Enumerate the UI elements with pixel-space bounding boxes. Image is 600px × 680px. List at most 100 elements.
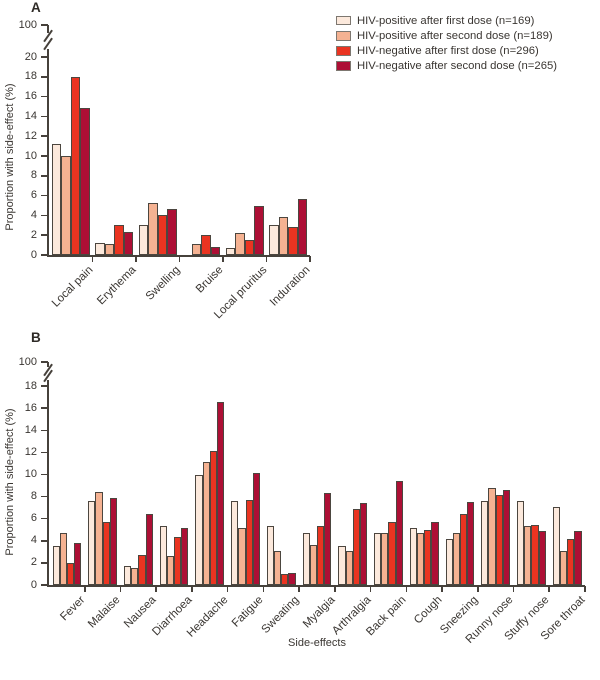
bar xyxy=(495,495,503,585)
bar xyxy=(123,566,132,585)
bar xyxy=(359,503,368,585)
bar xyxy=(235,233,245,255)
y-tick xyxy=(41,429,48,432)
y-tick-label: 0 xyxy=(30,578,37,591)
bar xyxy=(157,215,168,255)
bar xyxy=(181,527,189,585)
y-tick xyxy=(41,517,48,520)
y-tick xyxy=(41,24,48,26)
y-tick-label: 18 xyxy=(24,379,37,392)
bar xyxy=(431,522,439,585)
bar xyxy=(209,451,217,585)
y-tick-label: 8 xyxy=(30,169,37,182)
bar xyxy=(395,481,403,585)
bar xyxy=(52,546,60,585)
bar xyxy=(195,474,203,585)
y-tick-label: 18 xyxy=(24,70,37,83)
bar xyxy=(202,462,210,585)
panel-b-label: B xyxy=(31,330,41,345)
x-tick xyxy=(83,586,86,592)
y-tick xyxy=(41,56,48,58)
bar xyxy=(317,526,325,585)
bar xyxy=(502,489,511,585)
legend: HIV-positive after first dose (n=169) HIV… xyxy=(336,13,557,74)
bar xyxy=(288,572,296,585)
y-tick xyxy=(41,254,48,256)
figure: A B Proportion with side-effect (%) Prop… xyxy=(4,0,588,649)
bar xyxy=(516,501,525,585)
panel-b-x-axis-title: Side-effects xyxy=(288,637,346,649)
y-axis-line xyxy=(47,362,49,587)
bar xyxy=(88,501,96,585)
bar xyxy=(338,546,346,585)
legend-color-swatch xyxy=(336,15,351,26)
x-tick xyxy=(265,256,268,262)
y-tick xyxy=(41,361,48,363)
legend-color-swatch xyxy=(336,61,351,71)
bar xyxy=(102,522,110,585)
y-tick-label: 2 xyxy=(30,228,37,241)
bar xyxy=(148,202,158,255)
bar xyxy=(145,514,153,585)
bar xyxy=(281,573,289,585)
y-tick xyxy=(41,95,48,98)
bar xyxy=(445,538,453,585)
y-tick-label: 16 xyxy=(24,401,37,414)
bar xyxy=(138,555,146,585)
y-tick-label: 20 xyxy=(24,50,37,63)
y-tick-label: 10 xyxy=(24,149,37,162)
bar xyxy=(266,526,275,585)
y-tick-label: 8 xyxy=(30,490,37,503)
y-tick-label: 14 xyxy=(24,109,37,122)
bar xyxy=(459,514,468,585)
legend-color-swatch xyxy=(336,31,351,41)
x-tick xyxy=(309,256,311,262)
bar xyxy=(191,244,202,255)
bar xyxy=(409,527,417,585)
x-tick xyxy=(262,586,265,592)
y-tick-label: 6 xyxy=(30,189,37,202)
legend-item: HIV-negative after first dose (n=296) xyxy=(336,43,557,58)
bar xyxy=(66,562,75,585)
bar xyxy=(467,502,475,585)
bar xyxy=(159,526,167,585)
bar xyxy=(352,508,360,585)
legend-item-label: HIV-positive after second dose (n=189) xyxy=(357,29,553,42)
x-tick xyxy=(405,586,408,592)
x-tick xyxy=(298,586,300,592)
y-tick xyxy=(41,194,48,197)
x-tick xyxy=(191,586,193,592)
x-tick xyxy=(135,256,137,262)
bar xyxy=(166,556,175,585)
bar xyxy=(288,227,298,255)
bar xyxy=(217,401,225,585)
y-tick xyxy=(41,234,48,236)
x-tick xyxy=(178,256,181,262)
bar xyxy=(381,533,389,585)
bar xyxy=(274,550,282,585)
x-tick xyxy=(334,586,336,592)
y-tick xyxy=(41,495,48,498)
legend-item-label: HIV-negative after second dose (n=265) xyxy=(357,60,558,73)
y-tick xyxy=(41,135,48,137)
x-tick xyxy=(222,256,224,262)
y-tick xyxy=(41,562,48,564)
legend-item: HIV-positive after first dose (n=169) xyxy=(336,13,557,28)
x-category-label: Induration xyxy=(267,264,313,309)
bar xyxy=(388,522,396,585)
y-tick xyxy=(41,407,48,409)
legend-item-label: HIV-negative after first dose (n=296) xyxy=(357,44,539,57)
x-tick xyxy=(119,586,122,592)
x-category-label: Local pain xyxy=(49,264,95,310)
y-tick xyxy=(41,540,48,542)
bar xyxy=(51,144,62,255)
y-axis-break-label: 100 xyxy=(18,18,37,31)
y-tick xyxy=(41,115,48,118)
y-tick xyxy=(41,175,48,177)
bar xyxy=(424,529,432,585)
bar xyxy=(244,240,255,255)
x-tick xyxy=(441,586,443,592)
bar xyxy=(59,533,67,585)
x-category-label: Erythema xyxy=(95,264,139,308)
x-category-label: Local pruritus xyxy=(211,264,269,322)
